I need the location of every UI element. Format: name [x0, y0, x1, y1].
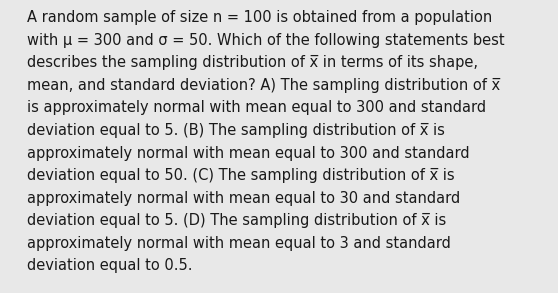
- Text: deviation equal to 50. (C) The sampling distribution of x̅ is: deviation equal to 50. (C) The sampling …: [27, 168, 454, 183]
- Text: approximately normal with mean equal to 30 and standard: approximately normal with mean equal to …: [27, 191, 460, 206]
- Text: approximately normal with mean equal to 300 and standard: approximately normal with mean equal to …: [27, 146, 469, 161]
- Text: deviation equal to 5. (D) The sampling distribution of x̅ is: deviation equal to 5. (D) The sampling d…: [27, 213, 446, 228]
- Text: mean, and standard deviation? A) The sampling distribution of x̅: mean, and standard deviation? A) The sam…: [27, 78, 500, 93]
- Text: approximately normal with mean equal to 3 and standard: approximately normal with mean equal to …: [27, 236, 451, 251]
- Text: deviation equal to 5. (B) The sampling distribution of x̅ is: deviation equal to 5. (B) The sampling d…: [27, 123, 445, 138]
- Text: is approximately normal with mean equal to 300 and standard: is approximately normal with mean equal …: [27, 100, 486, 115]
- Text: with μ = 300 and σ = 50. Which of the following statements best: with μ = 300 and σ = 50. Which of the fo…: [27, 33, 504, 48]
- Text: A random sample of size n = 100 is obtained from a population: A random sample of size n = 100 is obtai…: [27, 10, 492, 25]
- Text: deviation equal to 0.5.: deviation equal to 0.5.: [27, 258, 193, 273]
- Text: describes the sampling distribution of x̅ in terms of its shape,: describes the sampling distribution of x…: [27, 55, 478, 70]
